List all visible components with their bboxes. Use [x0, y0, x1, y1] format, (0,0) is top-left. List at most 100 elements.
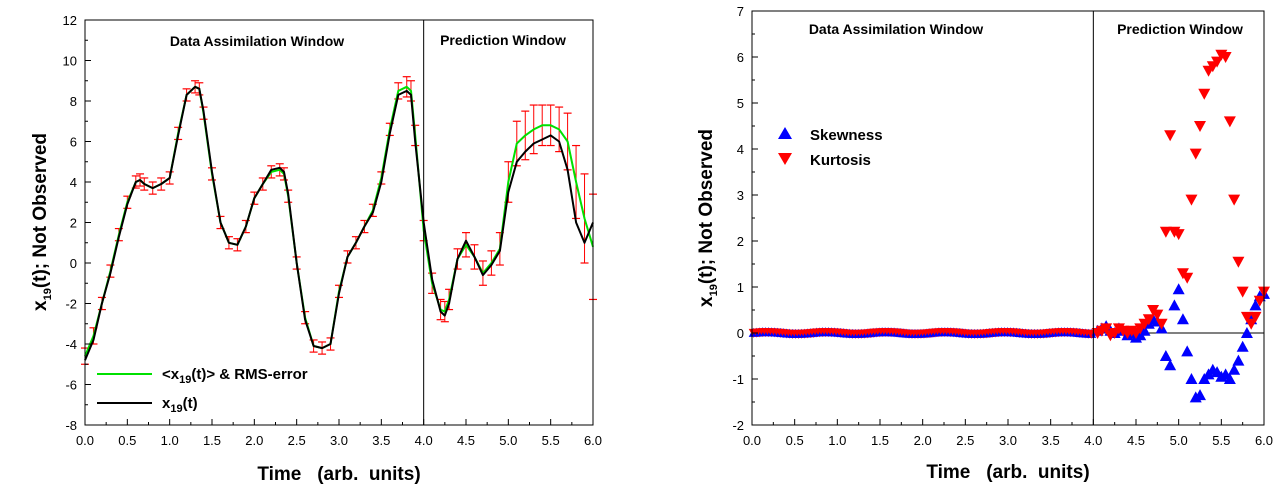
y-tick-label: 0	[737, 326, 744, 341]
x-tick-label: 0.5	[118, 433, 136, 448]
x-tick-label: 4.0	[415, 433, 433, 448]
right-chart-marks	[748, 49, 1270, 403]
x-tick-label: 6.0	[1255, 433, 1273, 448]
right-chart: Data Assimilation Window Prediction Wind…	[696, 4, 1273, 483]
legend-label-mean: <x19(t)> & RMS-error	[162, 366, 308, 386]
x-tick-label: 2.0	[914, 433, 932, 448]
left-x-axis-title: Time (arb. units)	[257, 464, 420, 485]
left-assimilation-window-label: Data Assimilation Window	[170, 33, 344, 49]
x-tick-label: 3.0	[999, 433, 1017, 448]
kurtosis-point	[1164, 130, 1177, 142]
truth-series-line	[84, 85, 594, 361]
y-tick-label: 4	[737, 142, 744, 157]
y-tick-label: 6	[737, 50, 744, 65]
kurtosis-point	[1181, 272, 1194, 284]
right-y-axis-title: x19(t); Not Observed	[696, 129, 720, 307]
x-tick-label: 2.5	[956, 433, 974, 448]
skewness-point	[1228, 363, 1241, 375]
y-tick-label: -2	[732, 418, 744, 433]
kurtosis-point	[1249, 311, 1262, 323]
kurtosis-point	[1228, 194, 1241, 206]
skewness-point	[1168, 299, 1181, 311]
y-tick-label: -2	[65, 297, 77, 312]
assimilation-window-markers	[748, 327, 1097, 339]
y-tick-label: 1	[737, 280, 744, 295]
skewness-point	[1236, 340, 1249, 352]
y-tick-label: 6	[70, 135, 77, 150]
kurtosis-point	[1232, 256, 1245, 268]
x-tick-label: 4.5	[1127, 433, 1145, 448]
kurtosis-point	[1189, 148, 1202, 160]
kurtosis-point	[1142, 314, 1155, 326]
skewness-point	[1138, 324, 1151, 336]
y-tick-label: -4	[65, 337, 77, 352]
y-tick-label: 3	[737, 188, 744, 203]
legend-marker-skewness	[778, 127, 792, 139]
y-tick-label: 8	[70, 94, 77, 109]
skewness-point	[1164, 359, 1177, 371]
x-tick-label: 5.0	[1170, 433, 1188, 448]
x-tick-label: 1.0	[828, 433, 846, 448]
skewness-series	[1091, 283, 1270, 403]
y-tick-label: -1	[732, 372, 744, 387]
x-tick-label: 2.0	[245, 433, 263, 448]
kurtosis-point	[1100, 323, 1113, 335]
x-tick-label: 3.0	[330, 433, 348, 448]
y-tick-label: 7	[737, 4, 744, 19]
skewness-point	[1159, 350, 1172, 361]
kurtosis-point	[1155, 318, 1168, 330]
kurtosis-point	[1236, 286, 1249, 298]
skewness-point	[1223, 373, 1236, 384]
legend-label-kurtosis: Kurtosis	[810, 152, 871, 169]
skewness-point	[1172, 283, 1185, 295]
x-tick-label: 5.5	[1212, 433, 1230, 448]
kurtosis-point	[1172, 229, 1185, 241]
kurtosis-point	[1253, 295, 1266, 307]
kurtosis-point	[1211, 56, 1224, 68]
kurtosis-point	[1151, 309, 1164, 321]
y-tick-label: 2	[70, 216, 77, 231]
y-tick-label: 4	[70, 175, 77, 190]
right-prediction-window-label: Prediction Window	[1117, 21, 1243, 37]
x-tick-label: 1.5	[871, 433, 889, 448]
legend-label-skewness: Skewness	[810, 127, 883, 144]
left-chart-marks	[81, 76, 597, 365]
right-plot-frame	[751, 10, 1265, 426]
x-tick-label: 3.5	[1042, 433, 1060, 448]
rms-error-bars	[81, 76, 597, 365]
y-tick-label: 5	[737, 96, 744, 111]
kurtosis-point	[1240, 311, 1253, 323]
kurtosis-point	[1159, 226, 1172, 238]
right-x-axis-title: Time (arb. units)	[926, 462, 1089, 483]
skewness-point	[1240, 327, 1253, 338]
x-tick-label: 4.0	[1084, 433, 1102, 448]
left-y-axis-title: x19(t); Not Observed	[30, 133, 54, 311]
x-tick-label: 1.0	[161, 433, 179, 448]
skewness-point	[1181, 345, 1194, 357]
y-tick-label: 12	[63, 13, 77, 28]
x-tick-label: 3.5	[372, 433, 390, 448]
skewness-point	[1232, 354, 1245, 366]
right-assimilation-window-label: Data Assimilation Window	[809, 21, 983, 37]
x-tick-label: 2.5	[288, 433, 306, 448]
kurtosis-point	[1245, 318, 1258, 330]
kurtosis-point	[1219, 52, 1232, 63]
y-tick-label: 2	[737, 234, 744, 249]
skewness-point	[1249, 299, 1262, 311]
x-tick-label: 1.5	[203, 433, 221, 448]
right-legend: Skewness Kurtosis	[778, 127, 883, 169]
x-tick-label: 5.0	[499, 433, 517, 448]
left-plot-frame	[84, 19, 594, 426]
kurtosis-series	[1091, 49, 1270, 342]
skewness-point	[1176, 313, 1189, 325]
legend-label-truth: x19(t)	[162, 395, 198, 415]
left-legend: <x19(t)> & RMS-error x19(t)	[97, 366, 308, 415]
legend-marker-kurtosis	[778, 153, 792, 165]
left-axes: 0.0 0.5 1.0 1.5 2.0 2.5 3.0 3.5 4.0 4.5 5.0 5.5 6.0 -…	[63, 13, 603, 448]
left-chart: Data Assimilation Window Prediction Wind…	[30, 13, 602, 485]
x-tick-label: 5.5	[542, 433, 560, 448]
y-tick-label: -6	[65, 378, 77, 393]
y-tick-label: 0	[70, 256, 77, 271]
x-tick-label: 4.5	[457, 433, 475, 448]
